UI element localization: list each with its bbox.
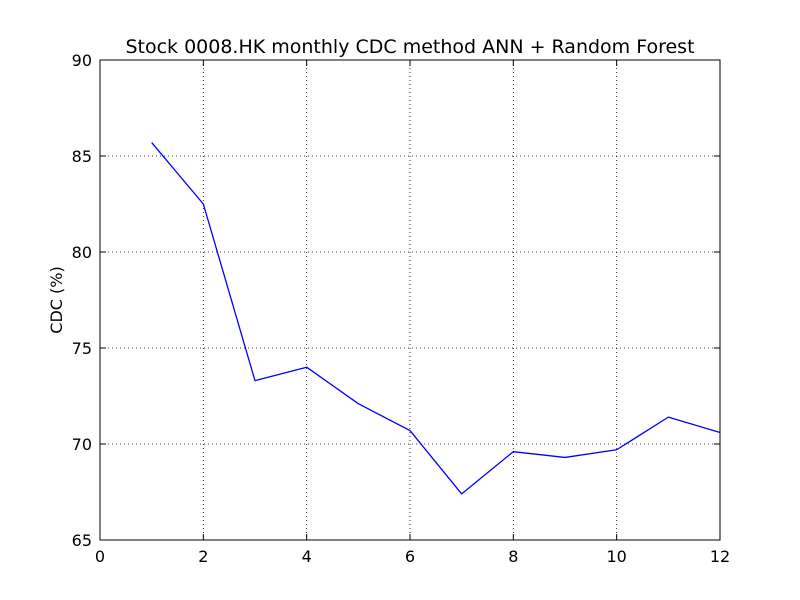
x-tick-label: 4 bbox=[302, 547, 312, 566]
chart-title: Stock 0008.HK monthly CDC method ANN + R… bbox=[125, 36, 694, 58]
x-tick-label: 6 bbox=[405, 547, 415, 566]
ticks: 0 2 4 6 8 10 12 65 70 75 80 85 90 bbox=[72, 51, 731, 566]
y-tick-label: 65 bbox=[72, 531, 92, 550]
x-tick-label: 0 bbox=[95, 547, 105, 566]
y-tick-label: 80 bbox=[72, 243, 92, 262]
series-layer bbox=[151, 142, 721, 495]
x-tick-label: 2 bbox=[198, 547, 208, 566]
y-tick-label: 90 bbox=[72, 51, 92, 70]
x-tick-label: 8 bbox=[508, 547, 518, 566]
x-tick-label: 12 bbox=[710, 547, 730, 566]
y-tick-label: 75 bbox=[72, 339, 92, 358]
y-tick-label: 70 bbox=[72, 435, 92, 454]
x-tick-label: 10 bbox=[606, 547, 626, 566]
y-tick-label: 85 bbox=[72, 147, 92, 166]
y-axis-label: CDC (%) bbox=[47, 266, 66, 333]
series-line bbox=[151, 142, 721, 495]
grid bbox=[99, 59, 721, 541]
